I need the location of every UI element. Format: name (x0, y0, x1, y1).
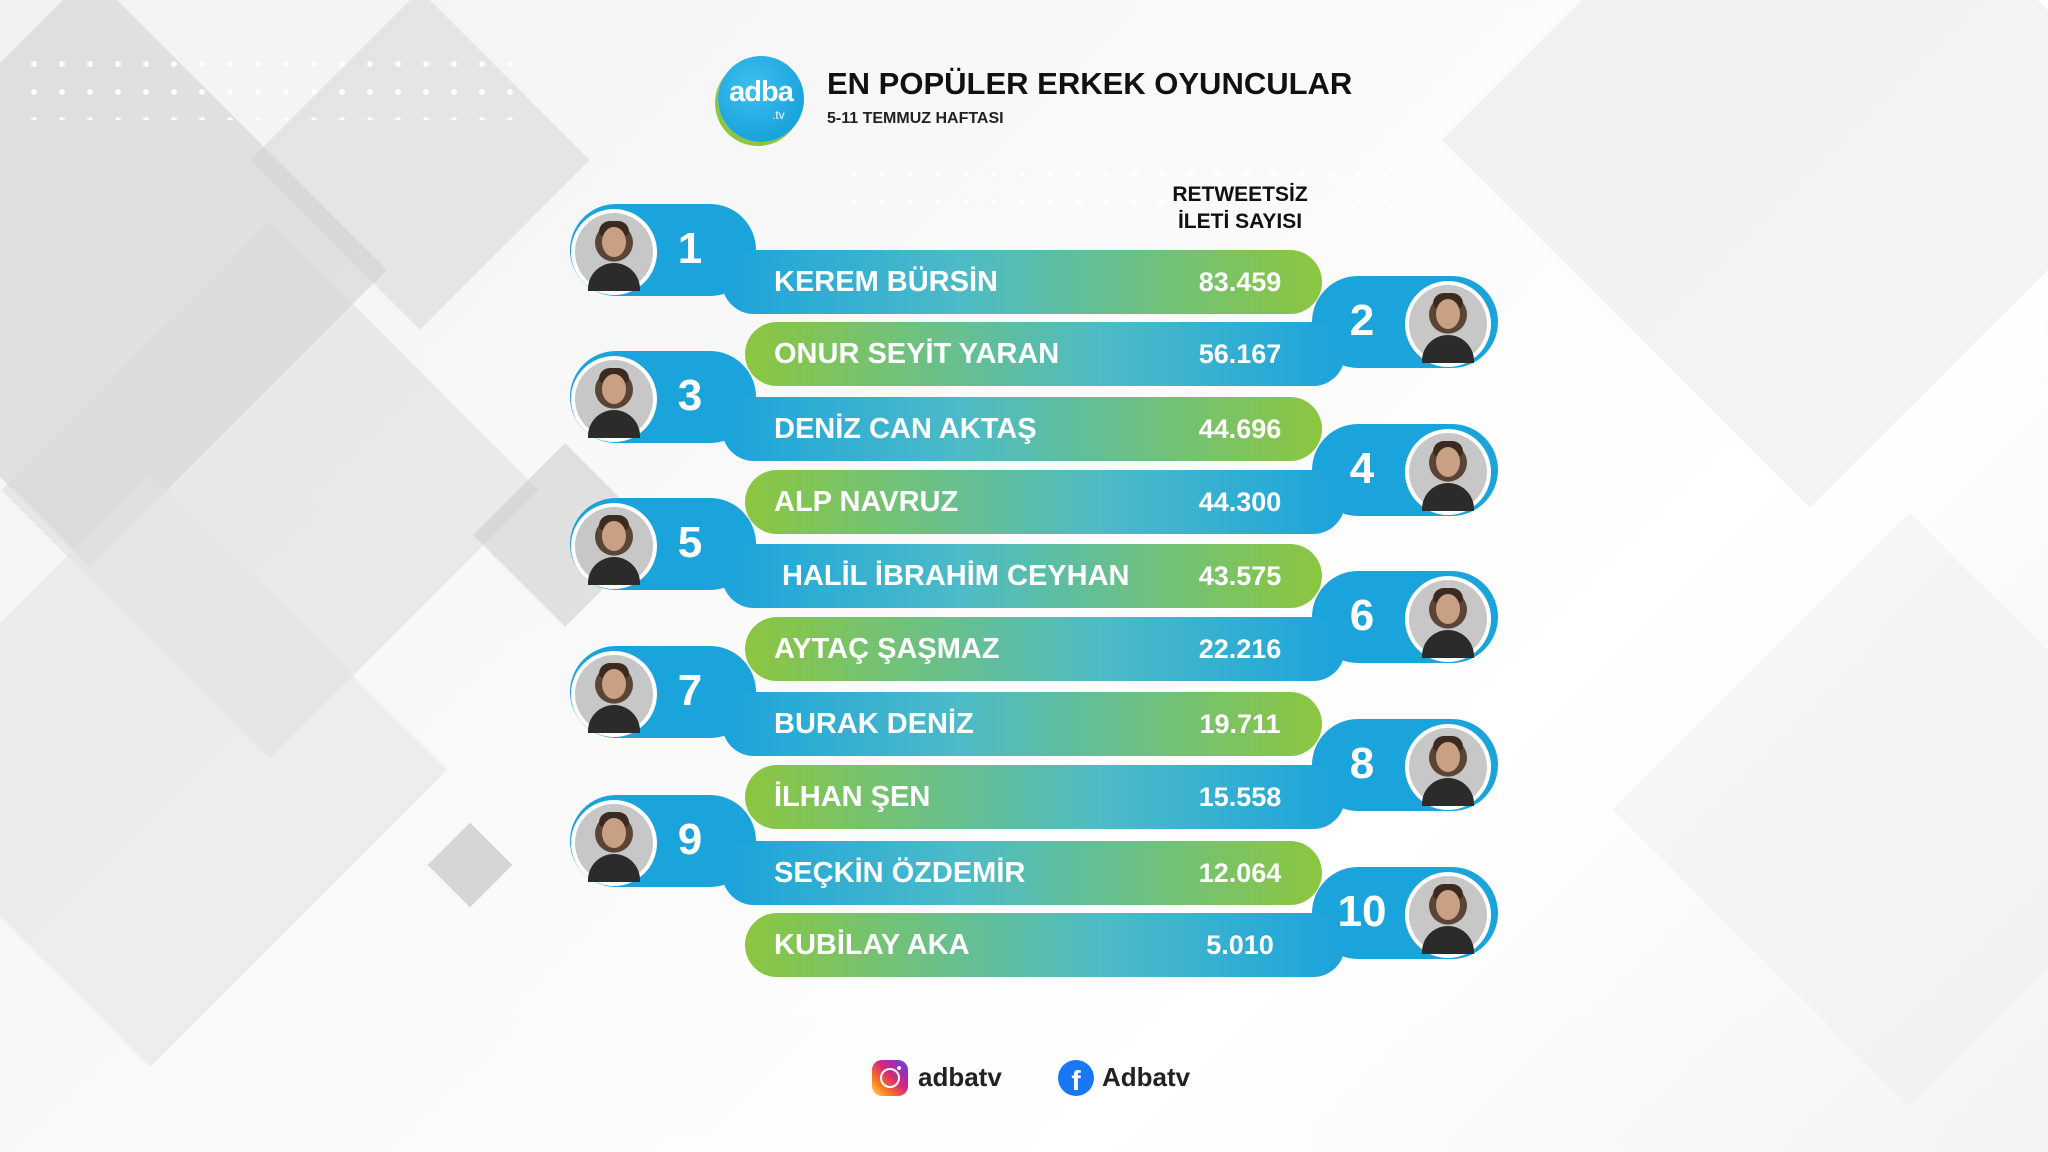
actor-name: HALİL İBRAHİM CEYHAN (782, 560, 1130, 592)
post-count: 22.216 (1198, 634, 1282, 664)
facebook-handle[interactable]: Adbatv (1102, 1062, 1191, 1092)
post-count: 12.064 (1198, 858, 1282, 888)
header: adba .tv EN POPÜLER ERKEK OYUNCULAR 5-11… (718, 56, 1358, 146)
column-header-line1: RETWEETSİZ (1172, 183, 1308, 206)
social-footer: adbatv f Adbatv (872, 1058, 1192, 1102)
ranking-row: 8 İLHAN ŞEN 15.558 (0, 719, 2048, 835)
actor-photo (571, 209, 657, 295)
rank-number: 1 (677, 224, 703, 273)
post-count: 44.696 (1198, 414, 1282, 444)
actor-name: SEÇKİN ÖZDEMİR (774, 857, 1026, 889)
actor-name: BURAK DENİZ (774, 708, 974, 740)
ranking-row: 2 ONUR SEYİT YARAN 56.167 (0, 276, 2048, 392)
ranking-row: 7 BURAK DENİZ 19.711 (0, 646, 2048, 762)
actor-name: KUBİLAY AKA (774, 929, 970, 961)
actor-photo (571, 356, 657, 442)
actor-photo (1405, 281, 1491, 367)
rank-number: 5 (677, 518, 703, 567)
rank-number: 9 (677, 815, 703, 864)
actor-photo (571, 651, 657, 737)
ranking-bar (745, 765, 1345, 829)
logo-subtext: .tv (772, 108, 785, 122)
ranking-row: 1 KEREM BÜRSİN 83.459 (0, 204, 2048, 320)
post-count: 19.711 (1199, 709, 1281, 739)
actor-photo (1405, 576, 1491, 662)
ranking-bar (722, 250, 1322, 314)
post-count: 43.575 (1198, 561, 1282, 591)
instagram-icon[interactable] (872, 1060, 908, 1096)
rank-number: 6 (1349, 591, 1375, 640)
ranking-bar (722, 397, 1322, 461)
ranking-bar (745, 617, 1345, 681)
post-count: 44.300 (1198, 487, 1282, 517)
actor-photo (1405, 872, 1491, 958)
post-count: 83.459 (1198, 267, 1282, 297)
rank-number: 2 (1349, 296, 1375, 345)
instagram-handle[interactable]: adbatv (918, 1062, 1002, 1092)
ranking-bar (745, 913, 1345, 977)
logo-text: adba (729, 76, 794, 108)
facebook-icon[interactable]: f (1058, 1060, 1094, 1096)
actor-photo (1405, 429, 1491, 515)
ranking-row: 4 ALP NAVRUZ 44.300 (0, 424, 2048, 540)
actor-name: AYTAÇ ŞAŞMAZ (774, 633, 1000, 665)
actor-name: ONUR SEYİT YARAN (774, 338, 1060, 370)
actor-name: DENİZ CAN AKTAŞ (774, 413, 1037, 445)
post-count: 5.010 (1206, 930, 1274, 960)
ranking-bar (745, 322, 1345, 386)
ranking-row: 9 SEÇKİN ÖZDEMİR 12.064 (0, 795, 2048, 911)
ranking-row: 3 DENİZ CAN AKTAŞ 44.696 (0, 351, 2048, 467)
actor-photo (571, 800, 657, 886)
ranking-bar (722, 692, 1322, 756)
ranking-bar (722, 841, 1322, 905)
ranking-bar (745, 470, 1345, 534)
ranking-row: 10 KUBİLAY AKA 5.010 (0, 867, 2048, 983)
post-count: 15.558 (1198, 782, 1282, 812)
adba-logo: adba .tv (718, 56, 804, 142)
ranking-row: 5 HALİL İBRAHİM CEYHAN 43.575 (0, 498, 2048, 614)
column-header-line2: İLETİ SAYISI (1177, 210, 1303, 233)
page-subtitle: 5-11 TEMMUZ HAFTASI (827, 110, 1004, 127)
rank-number: 8 (1349, 739, 1375, 788)
ranking-row: 6 AYTAÇ ŞAŞMAZ 22.216 (0, 571, 2048, 687)
actor-photo (1405, 724, 1491, 810)
actor-name: KEREM BÜRSİN (774, 266, 998, 298)
rank-number: 4 (1349, 444, 1375, 493)
actor-photo (571, 503, 657, 589)
rank-number: 3 (677, 371, 703, 420)
ranking-bar (722, 544, 1322, 608)
actor-name: ALP NAVRUZ (774, 486, 959, 518)
post-count: 56.167 (1198, 339, 1282, 369)
column-header: RETWEETSİZ İLETİ SAYISI (1140, 181, 1340, 235)
rank-number: 10 (1337, 887, 1387, 936)
page-title: EN POPÜLER ERKEK OYUNCULAR (827, 66, 1353, 101)
rank-number: 7 (677, 666, 703, 715)
actor-name: İLHAN ŞEN (774, 781, 931, 813)
